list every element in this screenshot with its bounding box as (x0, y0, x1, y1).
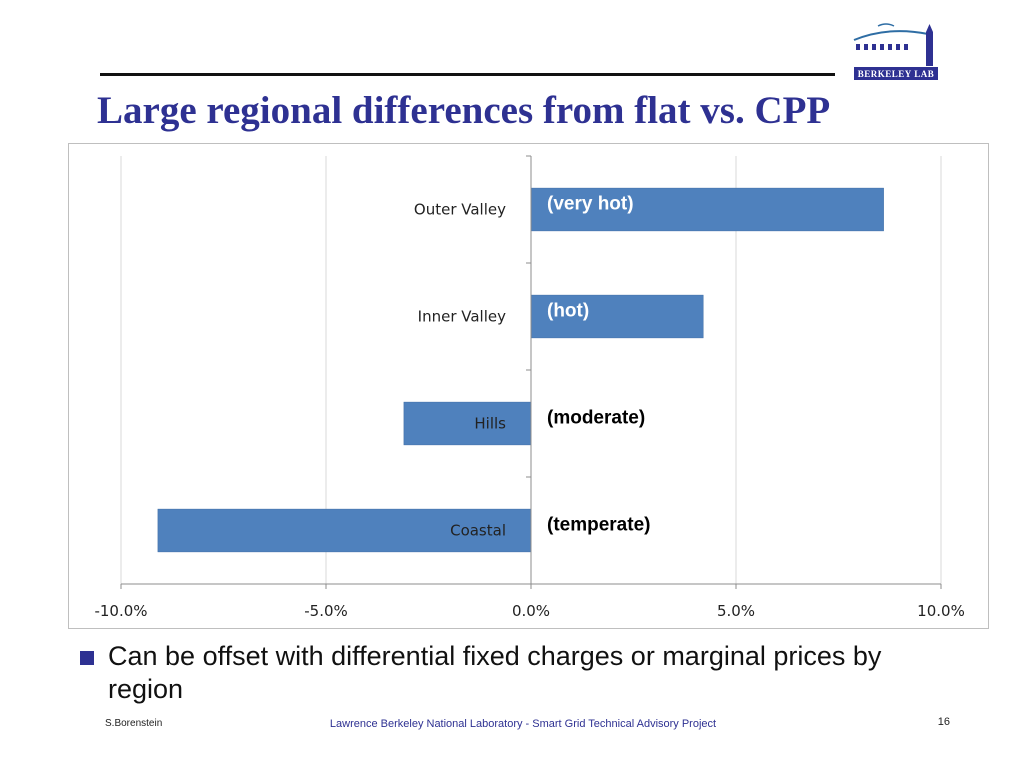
title-rule (100, 73, 835, 76)
bar-coastal (157, 508, 532, 553)
chart-frame: -10.0% -5.0% 0.0% 5.0% 10.0% Outer Valley (ver… (68, 143, 989, 629)
slide-title: Large regional differences from flat vs.… (97, 89, 831, 132)
x-tick-label: -5.0% (304, 602, 348, 620)
bar-outer-valley (530, 187, 884, 232)
x-tick-label: 5.0% (717, 602, 755, 620)
category-label: Inner Valley (418, 308, 506, 326)
bar-annotation: (very hot) (547, 194, 634, 215)
bar-inner-valley (530, 294, 704, 339)
bar-hills (403, 401, 532, 446)
bullet-text: Can be offset with differential fixed ch… (108, 641, 882, 704)
axes (120, 155, 942, 589)
x-tick-label: 0.0% (512, 602, 550, 620)
bar-annotation: (temperate) (547, 515, 650, 536)
category-label: Coastal (450, 522, 506, 540)
category-label: Outer Valley (414, 201, 506, 219)
bar-chart: -10.0% -5.0% 0.0% 5.0% 10.0% Outer Valley (ver… (94, 155, 965, 621)
footer-author: S.Borenstein (105, 718, 163, 729)
bar-annotation: (moderate) (547, 408, 645, 429)
x-tick-label: 10.0% (917, 602, 965, 620)
labels: -10.0% -5.0% 0.0% 5.0% 10.0% Outer Valley (ver… (94, 194, 964, 621)
bullet-square-icon (80, 651, 94, 665)
category-label: Hills (474, 415, 506, 433)
x-tick-label: -10.0% (94, 602, 147, 620)
page-number: 16 (937, 716, 950, 728)
logo-text: BERKELEY LAB (858, 69, 934, 79)
bullet-item: Can be offset with differential fixed ch… (80, 640, 930, 706)
bars (157, 187, 884, 553)
footer-organization: Lawrence Berkeley National Laboratory - … (329, 718, 717, 730)
bar-annotation: (hot) (547, 301, 589, 322)
berkeley-lab-logo: BERKELEY LAB (853, 23, 938, 80)
